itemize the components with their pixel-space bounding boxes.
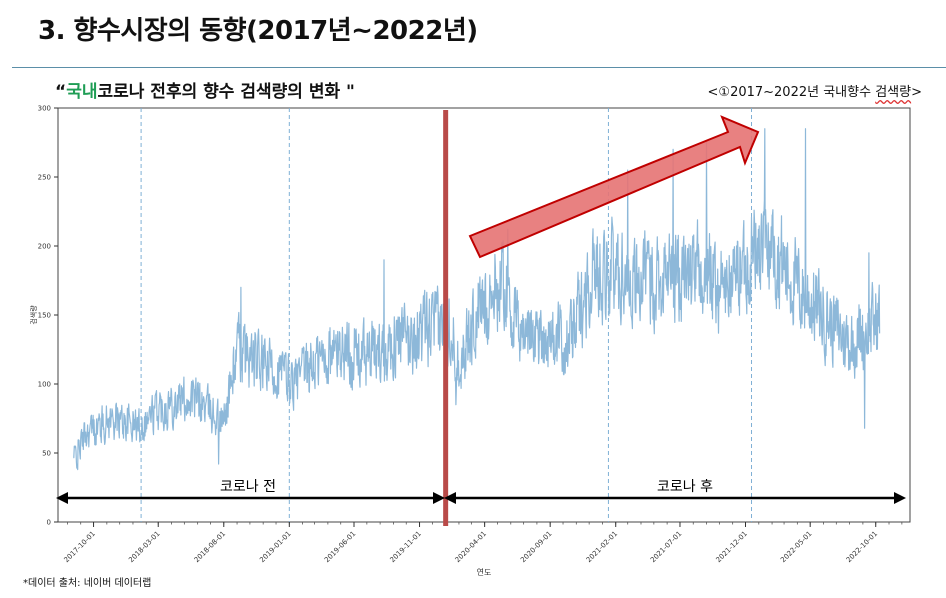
caption-underlined: 검색량 (875, 85, 912, 100)
heading-open-quote: “ (55, 82, 67, 102)
x-tick-label: 2021-07-01 (649, 530, 683, 564)
after-covid-label: 코로나 후 (657, 479, 713, 495)
after-arrow-left-head (444, 492, 456, 504)
before-covid-label: 코로나 전 (220, 479, 276, 495)
title-divider (12, 67, 946, 68)
before-covid-bracket: 코로나 전 (56, 479, 445, 504)
x-axis: 2017-10-01 2018-03-01 2018-08-01 2019-01-01… (63, 522, 903, 564)
caption-prefix: <①2017~2022년 국내향수 (707, 85, 876, 100)
heading-rest: 코로나 전후의 향수 검색량의 변화 " (97, 82, 355, 102)
caption-suffix: > (911, 85, 922, 100)
chart-heading: “국내코로나 전후의 향수 검색량의 변화 " (55, 77, 355, 102)
covid-divider (443, 110, 449, 526)
x-axis-label: 연도 (477, 568, 492, 577)
x-tick-label: 2018-08-01 (193, 530, 227, 564)
before-arrow-right-head (433, 492, 445, 504)
y-tick-label: 300 (38, 105, 51, 113)
x-tick-label: 2017-10-01 (63, 530, 97, 564)
y-axis: 0 50 100 150 200 250 300 (38, 105, 58, 527)
x-tick-label: 2022-05-01 (779, 530, 813, 564)
heading-highlight: 국내 (66, 82, 98, 102)
y-tick-label: 100 (38, 381, 51, 389)
x-tick-label: 2018-03-01 (127, 530, 161, 564)
y-tick-label: 250 (38, 174, 51, 182)
x-tick-label: 2019-06-01 (323, 530, 357, 564)
x-tick-label: 2020-04-01 (454, 530, 488, 564)
y-tick-label: 0 (47, 519, 51, 527)
after-arrow-right-head (894, 492, 906, 504)
before-arrow-left-head (56, 492, 68, 504)
after-covid-bracket: 코로나 후 (444, 479, 906, 504)
x-tick-label: 2022-10-01 (845, 530, 879, 564)
y-tick-label: 200 (38, 243, 51, 251)
x-tick-label: 2019-11-01 (389, 530, 423, 564)
chart-caption: <①2017~2022년 국내향수 검색량> (708, 81, 922, 100)
x-tick-label: 2021-02-01 (585, 530, 619, 564)
x-tick-label: 2019-01-01 (258, 530, 292, 564)
y-axis-label: 검색량 (29, 305, 38, 325)
source-note: *데이터 출처: 네이버 데이터랩 (23, 578, 152, 589)
y-tick-label: 50 (42, 450, 51, 458)
x-tick-label: 2020-09-01 (519, 530, 553, 564)
x-tick-label: 2021-12-01 (714, 530, 748, 564)
trend-arrow (468, 115, 760, 259)
slide-title: 3. 향수시장의 동향(2017년~2022년) (38, 16, 478, 46)
series-line (73, 128, 881, 471)
y-tick-label: 150 (38, 312, 51, 320)
